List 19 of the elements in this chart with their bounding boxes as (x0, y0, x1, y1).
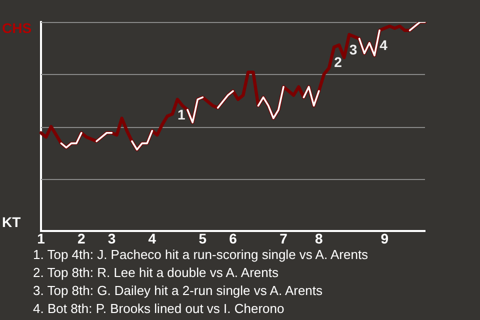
x-tick-label: 4 (148, 230, 156, 246)
x-tick-label: 7 (280, 230, 288, 246)
annotation: 4 (380, 37, 388, 54)
text: 4. Bot 8th: P. Brooks lined out vs I. Cherono (33, 300, 286, 318)
x-tick-label: 8 (314, 230, 323, 246)
x-tick-label: 9 (380, 230, 389, 246)
x-tick-label: 1 (37, 230, 46, 246)
x-tick-label: 5 (198, 230, 207, 246)
text: 1. Top 4th: J. Pacheco hit a run-scoring single vs A. Arents (33, 246, 370, 264)
x-tick-label: 6 (229, 230, 238, 246)
text: KT (2, 214, 21, 230)
text: CHS (2, 20, 32, 36)
annotation: 3 (349, 41, 358, 58)
text: 3. Top 8th: G. Dailey hit a 2-run single vs A. Arents (33, 282, 324, 300)
text: 2. Top 8th: R. Lee hit a double vs A. Arents (33, 264, 280, 282)
x-tick-label: 3 (108, 230, 116, 246)
x-tick-label: 2 (78, 230, 86, 246)
annotation: 1 (178, 106, 186, 122)
annotation: 2 (334, 54, 342, 70)
